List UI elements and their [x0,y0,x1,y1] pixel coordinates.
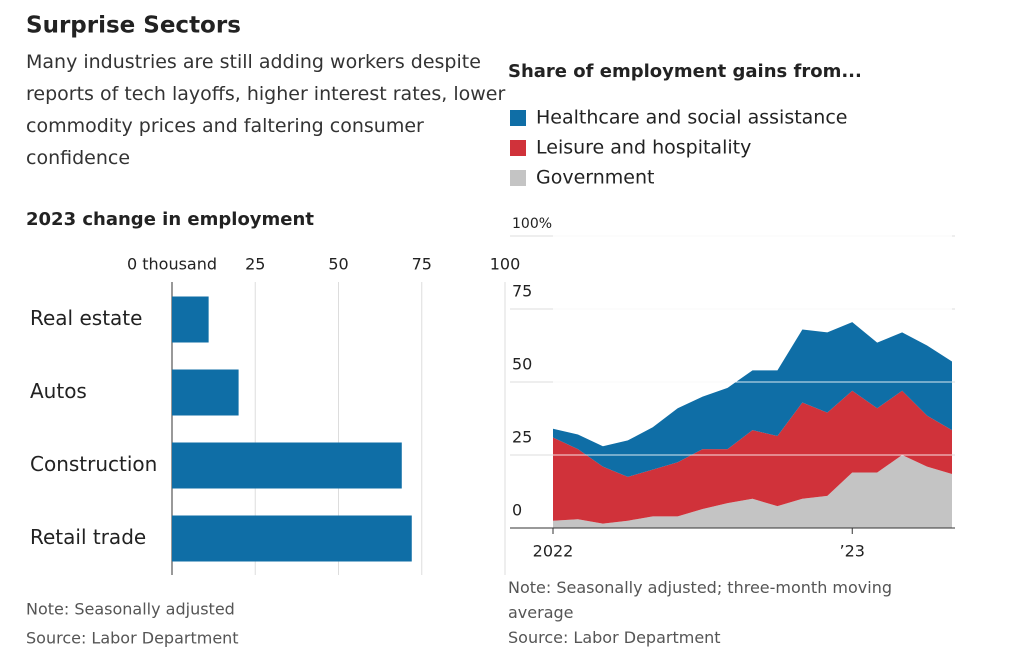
x-tick-label: 100 [490,255,521,274]
x-tick-label: 75 [412,255,432,274]
chart-title: Share of employment gains from... [508,61,862,82]
legend-swatch [510,110,526,126]
area [553,455,952,528]
y-tick-label: Construction [30,452,157,476]
area [553,390,952,524]
legend-swatch [510,140,526,156]
notes: Note: Seasonally adjusted; three-month m… [508,575,928,650]
legend-label: Healthcare and social assistance [536,107,848,129]
source: Source: Labor Department [26,629,239,648]
y-tick-label: Real estate [30,306,142,330]
area [553,322,952,477]
bar [172,296,209,343]
bar [172,442,402,489]
x-tick-label: ’23 [840,542,865,561]
y-tick-label: 75 [512,282,532,301]
legend-label: Leisure and hospitality [536,137,751,159]
y-tick-label: Retail trade [30,525,146,549]
y-tick-label: 0 [512,501,522,520]
page-title: Surprise Sectors [26,13,241,39]
x-tick-label: 50 [328,255,348,274]
note: Note: Seasonally adjusted [26,600,235,619]
note: Note: Seasonally adjusted; three-month m… [508,578,893,622]
y-tick-label: 25 [512,428,532,447]
y-tick-label: Autos [30,379,87,403]
x-tick-label: 25 [245,255,265,274]
source: Source: Labor Department [508,628,721,647]
chart-title: 2023 change in employment [26,209,314,230]
bar [172,515,412,562]
x-tick-label: 0 thousand [127,255,217,274]
bar [172,369,239,416]
legend-swatch [510,170,526,186]
subtitle: Many industries are still adding workers… [26,51,506,169]
y-tick-label: 50 [512,355,532,374]
x-tick-label: 2022 [533,542,574,561]
y-tick-label: 100% [512,216,552,232]
legend-label: Government [536,167,655,189]
